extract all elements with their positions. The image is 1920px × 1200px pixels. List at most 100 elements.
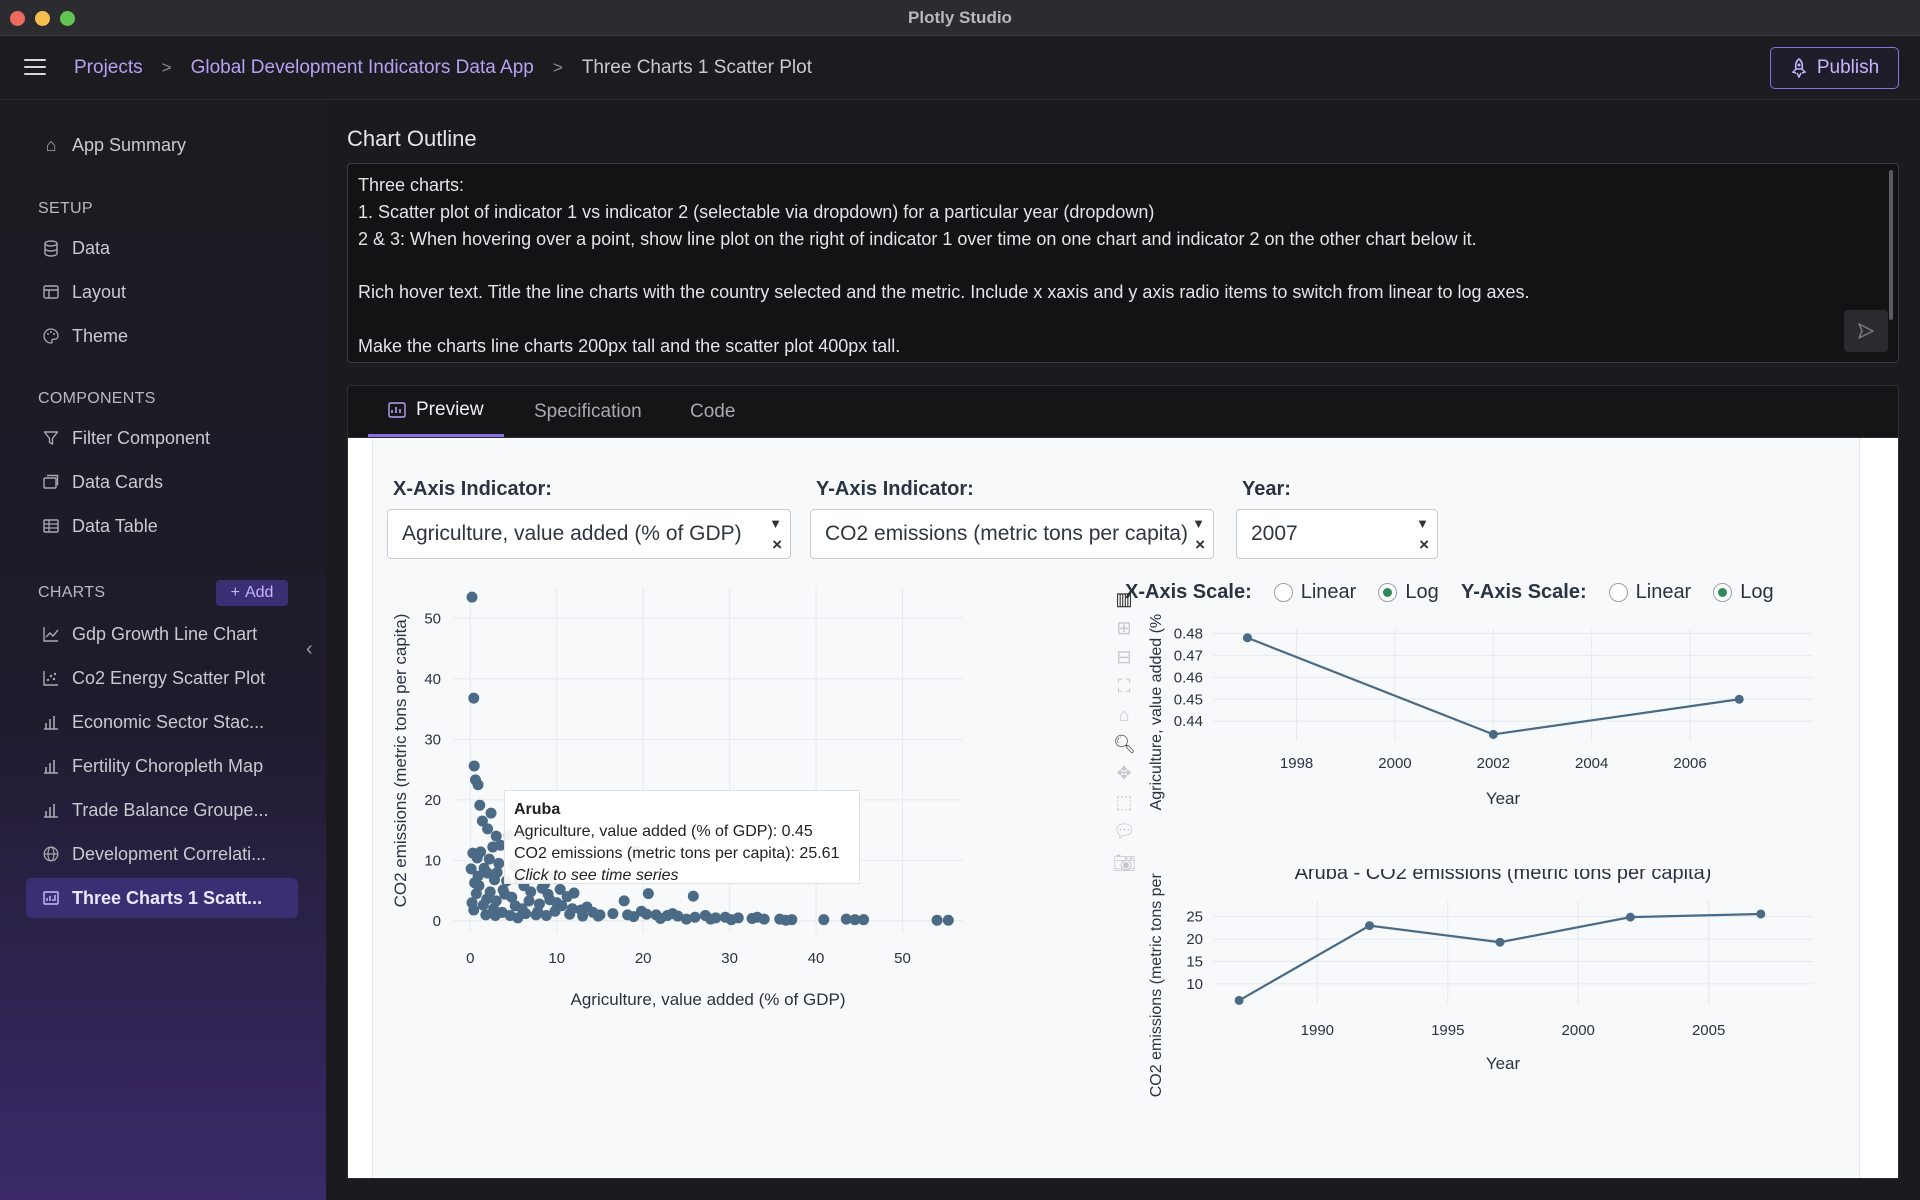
scatter-point — [689, 911, 701, 923]
reset-axes-home-icon[interactable]: ⌂ — [1118, 705, 1130, 725]
line-chart-agriculture[interactable]: 1998 2000 2002 2004 2006 0.44 0.45 0.46 0.47 0.48… — [1143, 611, 1861, 869]
series-point — [1625, 912, 1635, 922]
breadcrumb-app[interactable]: Global Development Indicators Data App — [190, 57, 534, 78]
sidebar-item-layout[interactable]: Layout — [26, 272, 298, 312]
clear-icon[interactable]: × — [1195, 535, 1205, 554]
radio-label: Linear — [1635, 581, 1692, 603]
sidebar-item-chart[interactable]: Fertility Choropleth Map — [26, 746, 298, 786]
x-scale-linear-radio[interactable] — [1273, 583, 1293, 602]
x-axis-indicator-dropdown[interactable]: Agriculture, value added (% of GDP) ▼ × — [387, 509, 791, 559]
zoom-in-icon[interactable]: ⊞ — [1116, 618, 1132, 638]
scatter-point — [725, 914, 737, 926]
y-axis-title: Agriculture, value added (% of GDP) — [1148, 611, 1165, 810]
close-window-button[interactable] — [10, 11, 25, 26]
sidebar-item-chart[interactable]: Economic Sector Stac... — [26, 702, 298, 742]
sidebar-item-label: Layout — [72, 281, 127, 302]
line-chart-icon — [42, 625, 60, 643]
hover-compare-icon[interactable]: 💬︎ — [1113, 821, 1136, 841]
dropdown-caret-icon[interactable]: ▼ — [1192, 516, 1205, 531]
zoom-magnifier-icon[interactable]: 🔍︎ — [1113, 734, 1136, 754]
tab-bar: Preview Specification Code — [347, 385, 1899, 437]
sidebar-item-chart[interactable]: Development Correlati... — [26, 834, 298, 874]
scatter-point — [490, 895, 502, 907]
outline-scrollbar[interactable] — [1889, 170, 1893, 320]
y-tick-label: 10 — [1186, 976, 1203, 993]
scatter-point — [667, 908, 679, 920]
hamburger-menu-icon[interactable] — [24, 59, 46, 77]
sidebar-item-chart-active[interactable]: Three Charts 1 Scatt... — [26, 878, 298, 918]
sidebar-item-app-summary[interactable]: ⌂ App Summary — [26, 125, 298, 165]
send-button[interactable] — [1844, 310, 1888, 352]
breadcrumb-chevron-icon: > — [552, 58, 563, 77]
clear-icon[interactable]: × — [772, 535, 782, 554]
year-dropdown[interactable]: 2007 ▼ × — [1236, 509, 1438, 559]
tab-preview[interactable]: Preview — [368, 386, 504, 437]
x-axis-title: Year — [1486, 789, 1521, 808]
x-tick-label: 2005 — [1692, 1022, 1725, 1039]
sidebar-item-label: Theme — [72, 325, 129, 346]
minimize-window-button[interactable] — [35, 11, 50, 26]
tab-specification[interactable]: Specification — [534, 386, 642, 437]
series-point — [1242, 633, 1252, 643]
breadcrumb: Projects > Global Development Indicators… — [74, 57, 812, 79]
scatter-point — [491, 866, 503, 878]
scatter-point — [642, 888, 654, 900]
scatter-point — [540, 909, 552, 921]
y-tick-label: 0 — [433, 913, 441, 930]
y-tick-label: 40 — [424, 671, 441, 688]
camera-icon[interactable]: 📷︎ — [1113, 853, 1136, 873]
scatter-point — [472, 870, 484, 882]
tab-code[interactable]: Code — [690, 386, 735, 437]
collapse-sidebar-chevron-icon[interactable]: ‹ — [306, 638, 313, 660]
scatter-point — [487, 841, 499, 853]
sidebar-item-label: Data Cards — [72, 471, 164, 492]
sidebar-item-filter-component[interactable]: Filter Component — [26, 418, 298, 458]
y-tick-label: 20 — [424, 792, 441, 809]
chart-outline-textarea[interactable]: Three charts: 1. Scatter plot of indicat… — [347, 163, 1899, 363]
publish-button[interactable]: Publish — [1770, 47, 1899, 89]
add-chart-button[interactable]: + Add — [216, 580, 288, 606]
plotly-logo-icon[interactable]: ▥ — [1115, 589, 1133, 609]
y-scale-log-radio[interactable] — [1713, 583, 1733, 602]
tab-label: Code — [690, 400, 736, 422]
dropdown-value: Agriculture, value added (% of GDP) — [402, 522, 742, 545]
scatter-point — [480, 909, 492, 921]
scatter-point — [705, 913, 717, 925]
x-tick-label: 40 — [808, 950, 825, 967]
y-axis-title: CO2 emissions (metric tons per capita) — [391, 614, 410, 908]
clear-icon[interactable]: × — [1419, 535, 1429, 554]
dropdown-caret-icon[interactable]: ▼ — [769, 516, 782, 531]
scatter-point — [483, 853, 495, 865]
x-tick-label: 2006 — [1673, 755, 1706, 772]
box-select-icon[interactable]: ⬚ — [1115, 792, 1133, 812]
breadcrumb-projects[interactable]: Projects — [74, 57, 143, 78]
x-axis-scale-radio-group: X-Axis Scale: Linear Log — [1125, 581, 1453, 604]
y-scale-linear-radio[interactable] — [1608, 583, 1628, 602]
y-axis-scale-label: Y-Axis Scale: — [1461, 581, 1587, 603]
sidebar-item-chart[interactable]: Gdp Growth Line Chart — [26, 614, 298, 654]
pan-icon[interactable]: ✥ — [1116, 763, 1132, 783]
x-scale-log-radio[interactable] — [1378, 583, 1398, 602]
sidebar-item-theme[interactable]: Theme — [26, 316, 298, 356]
bar-chart-icon — [42, 757, 60, 775]
maximize-window-button[interactable] — [60, 11, 75, 26]
line-chart-co2[interactable]: 1990 1995 2000 2005 10 15 20 25 Aruba - CO2 emis… — [1143, 869, 1861, 1179]
x-tick-label: 0 — [466, 950, 474, 967]
sidebar-item-data[interactable]: Data — [26, 228, 298, 268]
preview-panel: X-Axis Indicator: Agriculture, value add… — [347, 437, 1899, 1179]
x-tick-label: 2002 — [1477, 755, 1510, 772]
sidebar-item-label: Co2 Energy Scatter Plot — [72, 667, 266, 688]
zoom-out-icon[interactable]: ⊟ — [1116, 647, 1132, 667]
scatter-point — [858, 914, 870, 926]
series-point — [1365, 921, 1375, 931]
sidebar-item-data-cards[interactable]: Data Cards — [26, 462, 298, 502]
sidebar-item-chart[interactable]: Co2 Energy Scatter Plot — [26, 658, 298, 698]
scatter-point — [592, 910, 604, 922]
filter-icon — [42, 429, 60, 447]
x-tick-label: 1995 — [1431, 1022, 1464, 1039]
y-axis-indicator-dropdown[interactable]: CO2 emissions (metric tons per capita) ▼… — [810, 509, 1214, 559]
dropdown-caret-icon[interactable]: ▼ — [1416, 516, 1429, 531]
sidebar-item-data-table[interactable]: Data Table — [26, 506, 298, 546]
sidebar-item-chart[interactable]: Trade Balance Groupe... — [26, 790, 298, 830]
autoscale-icon[interactable]: ⛶ — [1117, 676, 1131, 696]
